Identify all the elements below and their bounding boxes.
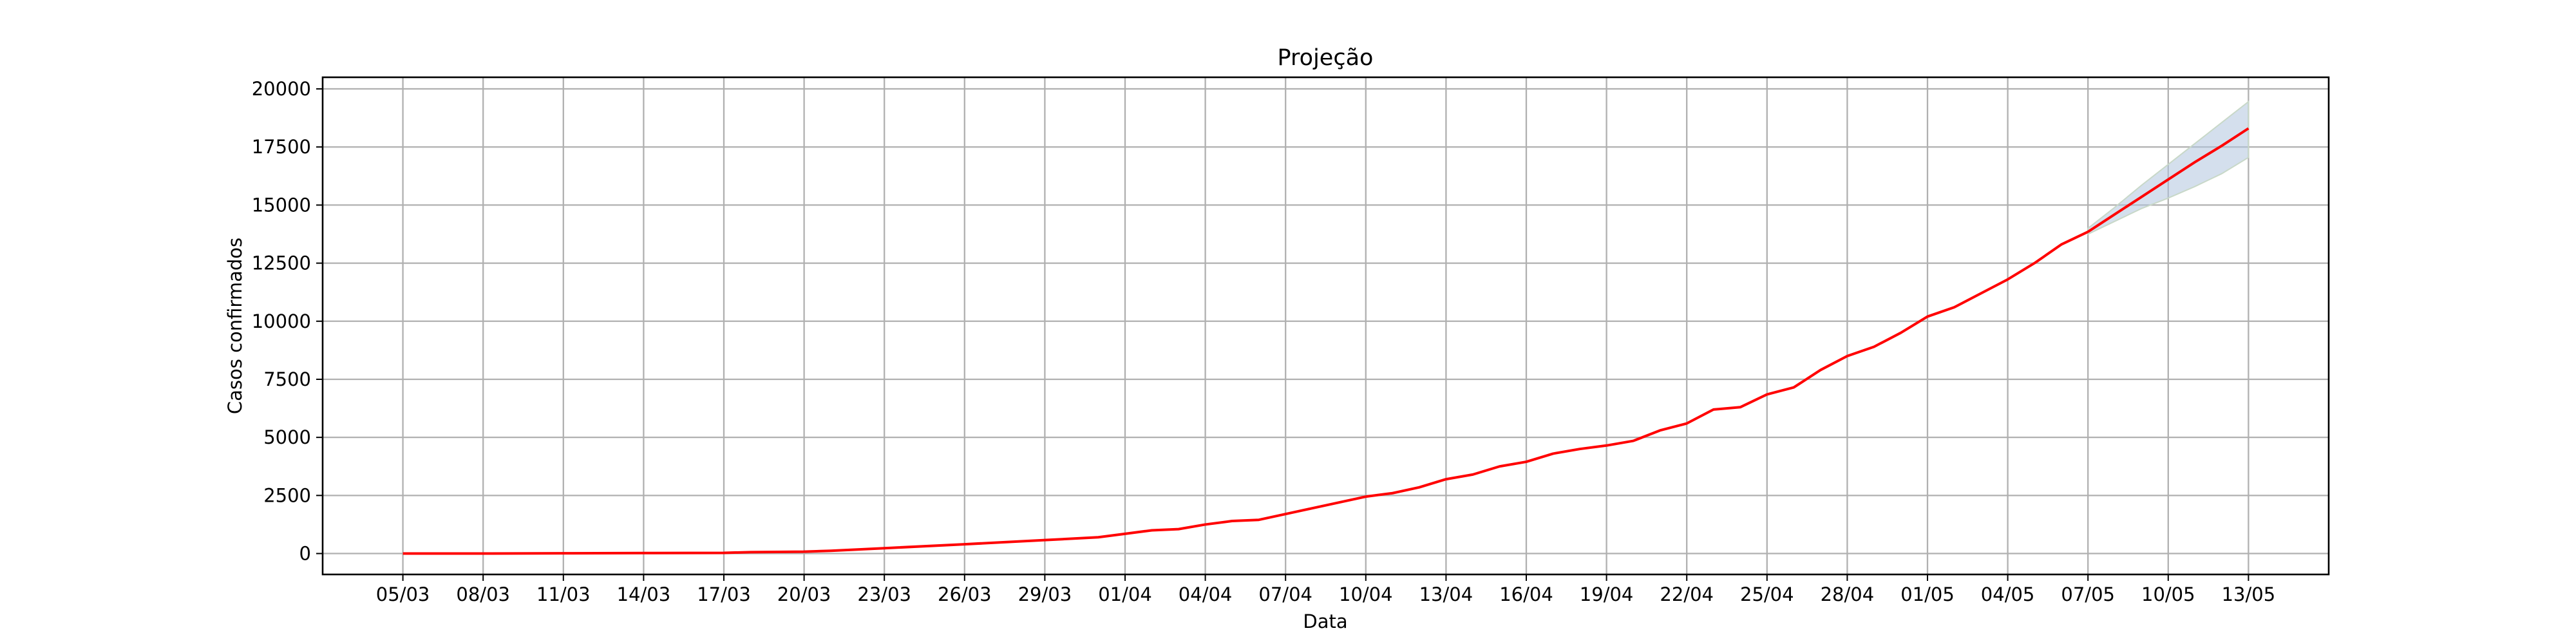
x-tick-label: 04/05 <box>1981 583 2035 605</box>
x-tick-label: 13/04 <box>1419 583 1473 605</box>
x-tick-label: 11/03 <box>536 583 591 605</box>
x-tick-label: 01/04 <box>1098 583 1152 605</box>
y-tick-label: 20000 <box>252 78 311 100</box>
x-tick-label: 22/04 <box>1660 583 1714 605</box>
plot-frame <box>321 76 2330 576</box>
x-tick-label: 05/03 <box>376 583 430 605</box>
y-tick-label: 12500 <box>252 252 311 274</box>
projection-line <box>2087 127 2249 233</box>
x-tick-label: 16/04 <box>1499 583 1553 605</box>
y-tick-label: 2500 <box>263 484 311 506</box>
y-axis-title: Casos confirmados <box>224 238 246 414</box>
x-axis-title: Data <box>1303 611 1347 632</box>
y-tick-label: 5000 <box>263 426 311 448</box>
y-tick-label: 10000 <box>252 310 311 332</box>
x-tick-label: 28/04 <box>1821 583 1875 605</box>
x-tick-label: 17/03 <box>697 583 751 605</box>
grid-lines <box>323 77 2329 574</box>
confirmed-cases-line <box>402 231 2089 555</box>
confidence-band <box>2087 100 2249 236</box>
x-tick-label: 01/05 <box>1900 583 1955 605</box>
x-tick-label: 08/03 <box>456 583 510 605</box>
x-tick-label: 23/03 <box>857 583 911 605</box>
y-tick-label: 7500 <box>263 368 311 390</box>
y-axis-ticks: 0 2500 5000 7500 10000 12500 15000 17500 20000 <box>252 78 323 565</box>
x-tick-label: 10/04 <box>1339 583 1393 605</box>
chart-title: Projeção <box>1278 45 1374 71</box>
confidence-band-area <box>2087 100 2249 236</box>
x-tick-label: 10/05 <box>2141 583 2195 605</box>
y-tick-label: 0 <box>299 543 311 565</box>
x-tick-label: 25/04 <box>1740 583 1794 605</box>
series-lines <box>402 127 2249 555</box>
x-tick-label: 13/05 <box>2222 583 2276 605</box>
y-tick-label: 15000 <box>252 194 311 216</box>
x-axis-ticks: 05/03 08/03 11/03 14/03 17/03 20/03 23/03 26/03… <box>376 574 2275 605</box>
x-tick-label: 19/04 <box>1580 583 1634 605</box>
x-tick-label: 20/03 <box>777 583 831 605</box>
x-tick-label: 04/04 <box>1179 583 1233 605</box>
x-tick-label: 14/03 <box>617 583 671 605</box>
x-tick-label: 26/03 <box>938 583 992 605</box>
x-tick-label: 07/05 <box>2061 583 2115 605</box>
x-tick-label: 07/04 <box>1258 583 1312 605</box>
x-tick-label: 29/03 <box>1018 583 1072 605</box>
y-tick-label: 17500 <box>252 136 311 158</box>
